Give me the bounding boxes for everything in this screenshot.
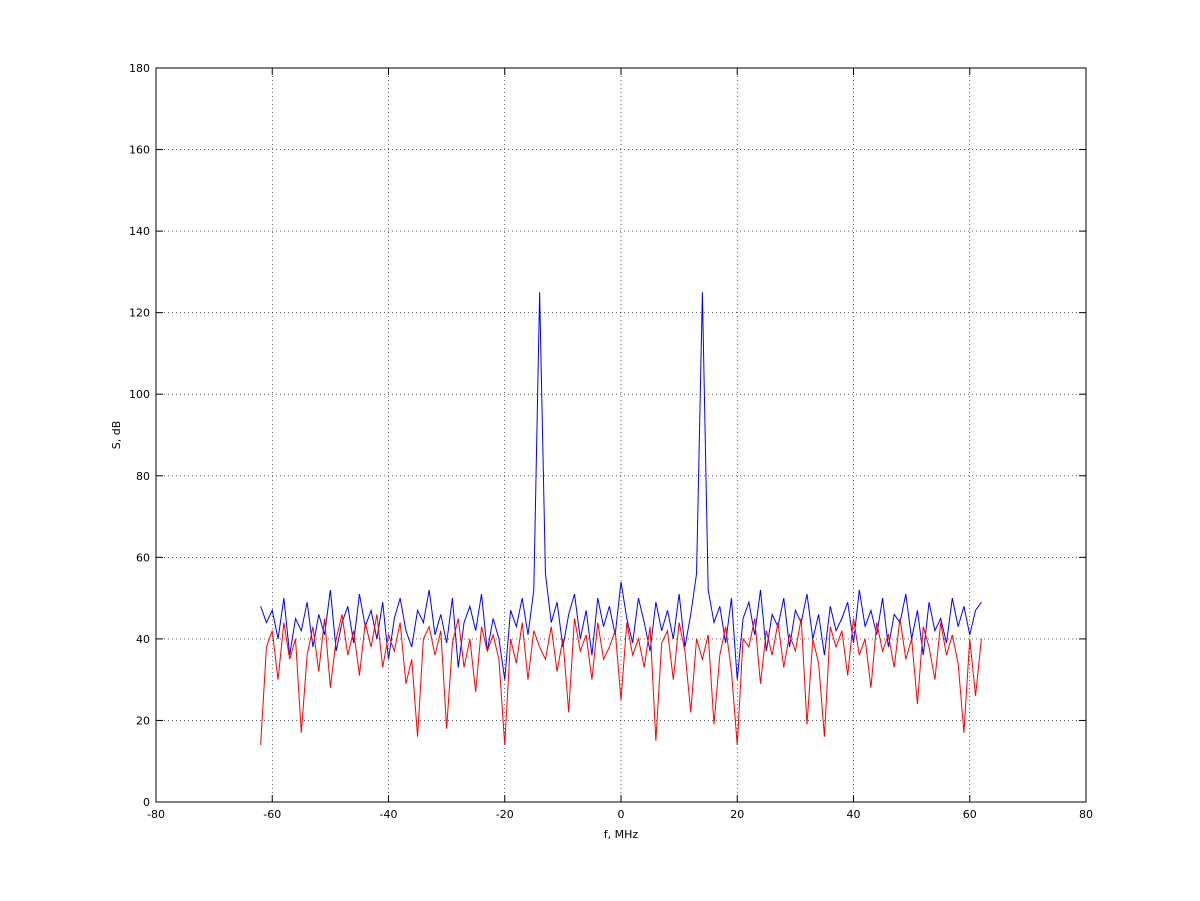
plot-frame — [155, 67, 1087, 803]
y-tick-label: 60 — [136, 551, 150, 564]
y-tick-label: 160 — [129, 144, 150, 157]
x-tick-label: -60 — [263, 808, 281, 821]
y-tick-label: 40 — [136, 633, 150, 646]
x-tick-label: -20 — [496, 808, 514, 821]
series-line — [260, 292, 982, 680]
x-tick-label: 20 — [730, 808, 744, 821]
y-tick-label: 0 — [143, 796, 150, 809]
x-tick-label: 40 — [847, 808, 861, 821]
y-tick-label: 100 — [129, 388, 150, 401]
x-tick-label: 0 — [618, 808, 625, 821]
y-axis-label: S, dB — [110, 421, 123, 450]
y-tick-label: 180 — [129, 62, 150, 75]
x-axis-label: f, MHz — [604, 828, 639, 841]
series-line — [260, 614, 982, 745]
x-tick-label: 60 — [963, 808, 977, 821]
x-tick-label: 80 — [1079, 808, 1093, 821]
x-tick-label: -80 — [147, 808, 165, 821]
y-tick-label: 80 — [136, 470, 150, 483]
y-tick-label: 120 — [129, 307, 150, 320]
y-tick-label: 140 — [129, 225, 150, 238]
x-tick-label: -40 — [380, 808, 398, 821]
y-tick-label: 20 — [136, 714, 150, 727]
